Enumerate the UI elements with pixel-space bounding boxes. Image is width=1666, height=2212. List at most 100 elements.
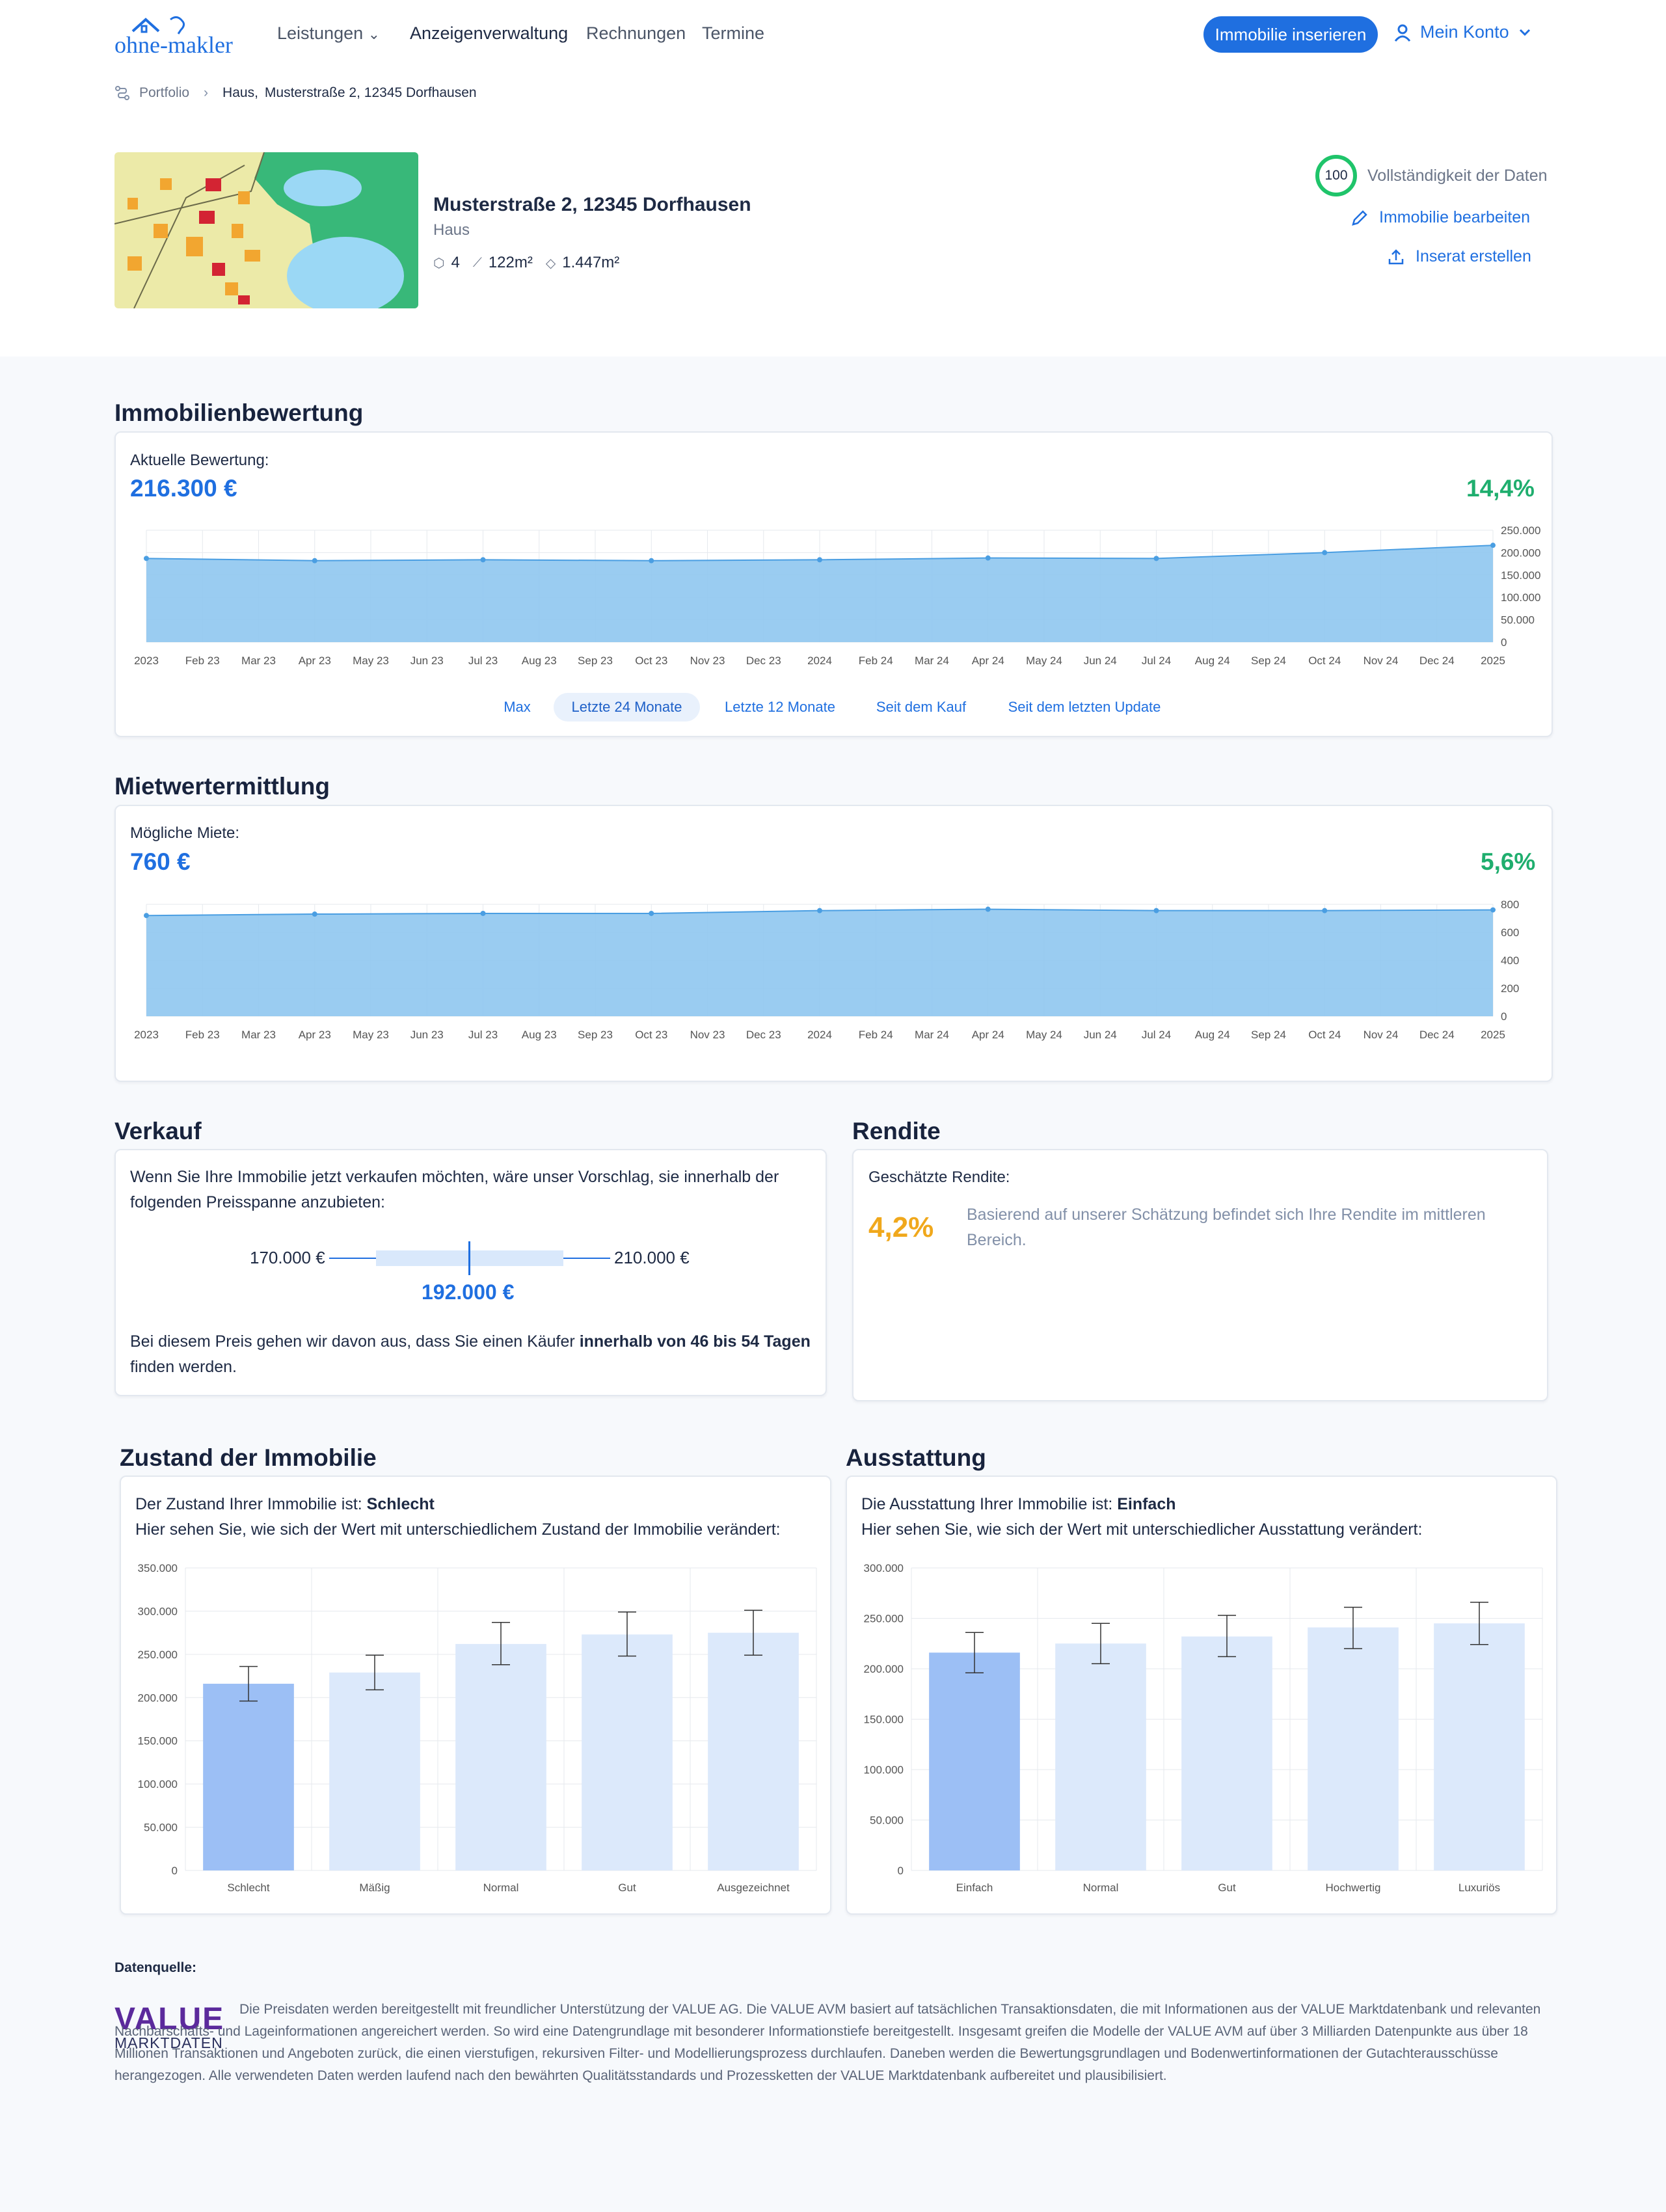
condition-line1: Der Zustand Ihrer Immobilie ist: xyxy=(135,1495,367,1513)
x-tick-label: Apr 24 xyxy=(972,654,1004,667)
data-point xyxy=(1322,908,1328,913)
series-area xyxy=(146,909,1493,1016)
x-tick-label: 2025 xyxy=(1481,654,1505,667)
sale-section-title: Verkauf xyxy=(114,1118,202,1144)
cube-icon: ⬡ xyxy=(433,256,445,271)
property-map-thumbnail[interactable] xyxy=(114,152,418,308)
value-logo-subtext: MARKTDATEN xyxy=(114,2034,223,2051)
valuation-label: Aktuelle Bewertung: xyxy=(130,452,269,469)
condition-section-title: Zustand der Immobilie xyxy=(120,1444,377,1471)
x-tick-label: Jul 23 xyxy=(468,1029,498,1041)
x-tick-label: Jun 23 xyxy=(410,654,444,667)
y-tick-label: 800 xyxy=(1501,898,1519,911)
route-icon xyxy=(115,86,129,100)
x-tick-label: Jun 23 xyxy=(410,1029,444,1041)
create-listing-link[interactable]: Inserat erstellen xyxy=(1387,247,1531,266)
y-tick-label: 600 xyxy=(1501,926,1519,939)
series-area xyxy=(146,545,1493,642)
y-tick-label: 300.000 xyxy=(864,1562,904,1574)
range-since-purchase-button[interactable]: Seit dem Kauf xyxy=(876,699,967,715)
yield-text: Basierend auf unserer Schätzung befindet… xyxy=(967,1206,1486,1249)
source-title: Datenquelle: xyxy=(114,1960,197,1975)
bar xyxy=(1434,1623,1525,1870)
x-tick-label: Sep 23 xyxy=(578,654,613,667)
sale-high-price: 210.000 € xyxy=(614,1248,690,1267)
bar xyxy=(329,1672,420,1870)
sale-footer-post: finden werden. xyxy=(130,1358,237,1376)
insert-property-button[interactable]: Immobilie inserieren xyxy=(1203,16,1378,53)
y-tick-label: 150.000 xyxy=(138,1735,178,1747)
sale-footer-days: innerhalb von 46 bis 54 Tagen xyxy=(579,1332,811,1351)
equipment-section-title: Ausstattung xyxy=(846,1444,986,1471)
bar xyxy=(203,1684,294,1870)
range-since-update-button[interactable]: Seit dem letzten Update xyxy=(1008,699,1161,715)
source-text: Die Preisdaten werden bereitgestellt mit… xyxy=(114,2002,1541,2083)
x-tick-label: Nov 23 xyxy=(690,1029,725,1041)
yield-label: Geschätzte Rendite: xyxy=(868,1168,1010,1186)
pencil-icon xyxy=(1352,209,1367,226)
edit-property-link[interactable]: Immobilie bearbeiten xyxy=(1350,208,1530,227)
property-facts: ⬡ 4 ⟋ 122m² ◇ 1.447m² xyxy=(433,254,619,272)
range-24-months-button[interactable]: Letzte 24 Monate xyxy=(554,693,700,722)
bar xyxy=(1308,1627,1399,1870)
nav-termine[interactable]: Termine xyxy=(702,23,765,43)
y-tick-label: 0 xyxy=(1501,1010,1507,1023)
x-tick-label: Jul 24 xyxy=(1142,654,1171,667)
edit-property-label: Immobilie bearbeiten xyxy=(1379,208,1531,226)
nav-rechnungen[interactable]: Rechnungen xyxy=(586,23,686,43)
bar xyxy=(708,1632,799,1870)
yield-section-title: Rendite xyxy=(852,1118,941,1144)
y-tick-label: 100.000 xyxy=(1501,591,1540,604)
y-tick-label: 200.000 xyxy=(864,1663,904,1675)
account-label: Mein Konto xyxy=(1420,22,1509,42)
x-tick-label: Aug 24 xyxy=(1195,1029,1230,1041)
data-point xyxy=(312,911,317,917)
x-tick-label: Aug 24 xyxy=(1195,654,1230,667)
x-tick-label: Mar 24 xyxy=(915,654,949,667)
valuation-section-title: Immobilienbewertung xyxy=(114,399,364,426)
plot-area-value: 1.447m² xyxy=(562,254,620,271)
brand-logo[interactable]: ohne-makler xyxy=(114,14,242,58)
price-range-marker xyxy=(468,1241,470,1275)
sale-text: Wenn Sie Ihre Immobilie jetzt verkaufen … xyxy=(130,1168,779,1211)
breadcrumb-portfolio[interactable]: Portfolio xyxy=(139,85,190,100)
sale-card xyxy=(114,1149,827,1396)
nav-leistungen[interactable]: Leistungen ⌄ xyxy=(277,23,380,44)
data-point xyxy=(649,558,654,563)
y-tick-label: 200.000 xyxy=(138,1692,178,1704)
x-tick-label: Apr 23 xyxy=(299,1029,331,1041)
y-tick-label: 50.000 xyxy=(144,1822,178,1834)
range-max-button[interactable]: Max xyxy=(504,699,531,715)
condition-line2: Hier sehen Sie, wie sich der Wert mit un… xyxy=(135,1520,781,1539)
data-point xyxy=(985,906,991,912)
x-tick-label: Jun 24 xyxy=(1084,1029,1117,1041)
completeness-label: Vollständigkeit der Daten xyxy=(1367,167,1548,185)
sale-suggested-price: 192.000 € xyxy=(422,1280,515,1304)
x-tick-label: May 24 xyxy=(1026,654,1062,667)
x-tick-label: Apr 23 xyxy=(299,654,331,667)
data-point xyxy=(817,908,822,913)
rent-value: 760 € xyxy=(130,848,191,875)
x-tick-label: Oct 24 xyxy=(1308,1029,1341,1041)
x-tick-label: Dec 23 xyxy=(746,1029,781,1041)
y-tick-label: 50.000 xyxy=(1501,614,1535,627)
x-tick-label: 2025 xyxy=(1481,1029,1505,1041)
x-tick-label: Jul 23 xyxy=(468,654,498,667)
bar xyxy=(929,1652,1020,1870)
account-menu[interactable]: Mein Konto xyxy=(1394,22,1531,42)
condition-bar-chart: 350.000 300.000 250.000 200.000 150.000 100.0… xyxy=(138,1562,817,1894)
x-tick-label: May 23 xyxy=(353,1029,389,1041)
yield-card xyxy=(852,1149,1548,1401)
x-tick-label: Mäßig xyxy=(359,1882,390,1894)
yield-value: 4,2% xyxy=(868,1211,934,1243)
range-12-months-button[interactable]: Letzte 12 Monate xyxy=(724,699,835,715)
y-tick-label: 200.000 xyxy=(1501,546,1540,559)
rent-section-title: Mietwertermittlung xyxy=(114,773,330,800)
x-tick-label: Oct 23 xyxy=(635,654,667,667)
equipment-current: Einfach xyxy=(1117,1495,1176,1513)
x-tick-label: 2023 xyxy=(134,1029,159,1041)
x-tick-label: Gut xyxy=(1218,1882,1236,1894)
nav-anzeigenverwaltung[interactable]: Anzeigenverwaltung xyxy=(410,23,569,43)
rent-area-chart: 800 600 400 200 0 2023 Feb 23 Mar 23 Apr 23 May 2… xyxy=(134,898,1519,1041)
x-tick-label: Oct 23 xyxy=(635,1029,667,1041)
